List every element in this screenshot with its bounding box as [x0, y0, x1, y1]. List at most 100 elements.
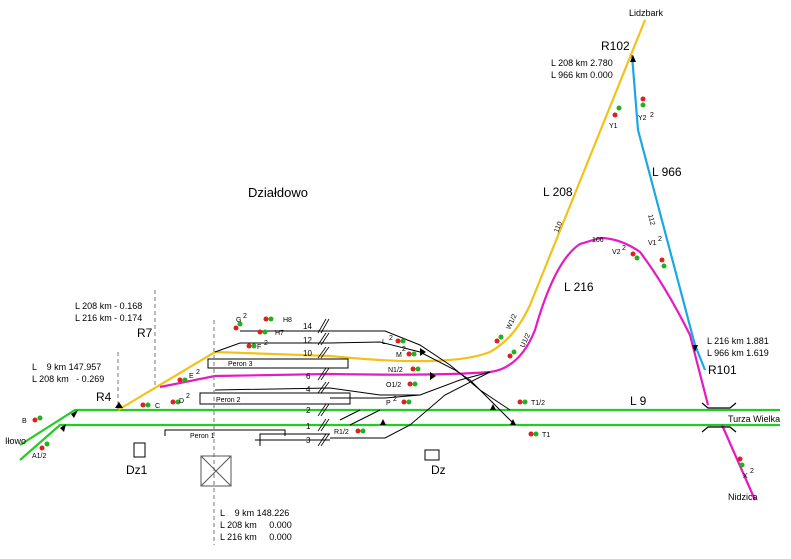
label-l208: L 208 [543, 185, 573, 199]
signal-t12-label: T1/2 [531, 400, 545, 407]
signal-t1-label: T1 [542, 432, 550, 439]
signal-n12-icon [410, 366, 421, 372]
station-building [200, 455, 232, 487]
signal-f-icon [246, 343, 257, 349]
track-3: 3 [306, 436, 311, 445]
signal-a12-label: A1/2 [32, 453, 47, 460]
signal-m-label: M [396, 352, 402, 359]
signal-v2-label: V2 [612, 249, 621, 256]
platform-2-label: Peron 2 [216, 397, 241, 404]
km-markers [117, 290, 215, 545]
signal-a12-icon [39, 441, 50, 451]
signal-lamps [32, 96, 745, 468]
signal-e-sup: 2 [196, 369, 200, 376]
signal-v2-icon [630, 251, 640, 261]
km-bottom-1: L 9 km 148.226 [220, 508, 289, 518]
signal-m-sup: 2 [402, 346, 406, 353]
signal-y1-label: Y1 [609, 123, 618, 130]
signal-y2-sup: 2 [650, 112, 654, 119]
junction-r7: R7 [137, 326, 153, 340]
signal-l-sup: 2 [389, 335, 393, 342]
line-216 [159, 236, 757, 501]
platform-1-label: Peron 1 [190, 433, 215, 440]
signal-g-icon [233, 321, 243, 331]
post-dz1-label: Dz1 [126, 463, 148, 477]
signal-g-label: G [236, 317, 241, 324]
signal-h7-icon [257, 329, 268, 335]
signal-f-sup: 2 [264, 340, 268, 347]
signal-v1-label: V1 [648, 240, 657, 247]
dest-nidzica: Nidzica [728, 492, 758, 502]
signal-x-label: X [743, 473, 748, 480]
signal-t1-icon [528, 431, 539, 437]
signal-e-icon [177, 377, 188, 383]
junction-r101: R101 [708, 363, 737, 377]
line-966 [630, 54, 707, 371]
track-12: 12 [303, 336, 312, 345]
line-9-track-1 [19, 423, 780, 461]
signal-p-icon [401, 399, 412, 405]
km-bottom-3: L 216 km 0.000 [220, 532, 292, 542]
signal-h8-label: H8 [283, 317, 292, 324]
station-tracks [214, 330, 516, 446]
platform-3 [207, 358, 349, 369]
signal-b-label: B [22, 418, 27, 425]
signal-g-sup: 2 [243, 313, 247, 320]
track-6: 6 [306, 372, 311, 381]
signal-u12-icon [507, 349, 517, 359]
signal-v1-icon [659, 257, 667, 269]
signal-d-label: D [179, 398, 184, 405]
km-r102-2: L 966 km 0.000 [551, 70, 613, 80]
signal-r12-label: R1/2 [334, 429, 349, 436]
track-2: 2 [306, 406, 311, 415]
signal-c-icon [140, 402, 151, 408]
signal-f-label: F [257, 344, 261, 351]
km-r4-2: L 208 km - 0.269 [32, 374, 104, 384]
signal-p-sup: 2 [393, 396, 397, 403]
track-hatches [317, 318, 330, 447]
signal-x-icon [737, 456, 745, 468]
km-r7-1: L 208 km - 0.168 [75, 301, 142, 311]
crossing-marks [701, 402, 737, 433]
dest-turza: Turza Wielka [728, 414, 780, 424]
signal-t12-icon [517, 399, 528, 405]
km-r102-1: L 208 km 2.780 [551, 58, 613, 68]
signal-h7-label: H7 [275, 330, 284, 337]
track-10: 10 [303, 349, 312, 358]
signal-r12-icon [355, 428, 366, 434]
signal-d-icon [170, 399, 181, 405]
signal-l-label: L [382, 339, 386, 346]
post-dz1 [133, 442, 146, 458]
platform-2 [199, 392, 351, 405]
signal-p-label: P [386, 400, 391, 407]
km-r4-1: L 9 km 147.957 [32, 362, 101, 372]
signal-h8-icon [263, 316, 274, 322]
km-r7-2: L 216 km - 0.174 [75, 313, 142, 323]
km-bottom-2: L 208 km 0.000 [220, 520, 292, 530]
post-dz [424, 449, 440, 461]
label-l966: L 966 [652, 165, 682, 179]
signal-v1-sup: 2 [658, 236, 662, 243]
signal-l-icon [395, 338, 406, 344]
signal-y2-icon [640, 96, 646, 108]
signal-o12-icon [407, 381, 418, 387]
label-l9: L 9 [630, 394, 647, 408]
signal-b-icon [32, 415, 43, 423]
platform-3-label: Peron 3 [228, 361, 253, 368]
label-l216: L 216 [564, 280, 594, 294]
junction-r4: R4 [96, 390, 112, 404]
platform-1 [164, 429, 286, 436]
track-1: 1 [306, 422, 311, 431]
signal-w12-icon [494, 334, 504, 344]
km-r101-2: L 966 km 1.619 [707, 348, 769, 358]
line-208 [117, 19, 647, 411]
route-110: 110 [553, 221, 564, 234]
signal-d-sup: 2 [186, 393, 190, 400]
line-9-track-2 [19, 408, 780, 446]
km-r101-1: L 216 km 1.881 [707, 336, 769, 346]
signal-n12-label: N1/2 [388, 367, 403, 374]
signal-o12-label: O1/2 [386, 382, 401, 389]
signal-y2-label: Y2 [638, 115, 647, 122]
track-14: 14 [303, 322, 312, 331]
